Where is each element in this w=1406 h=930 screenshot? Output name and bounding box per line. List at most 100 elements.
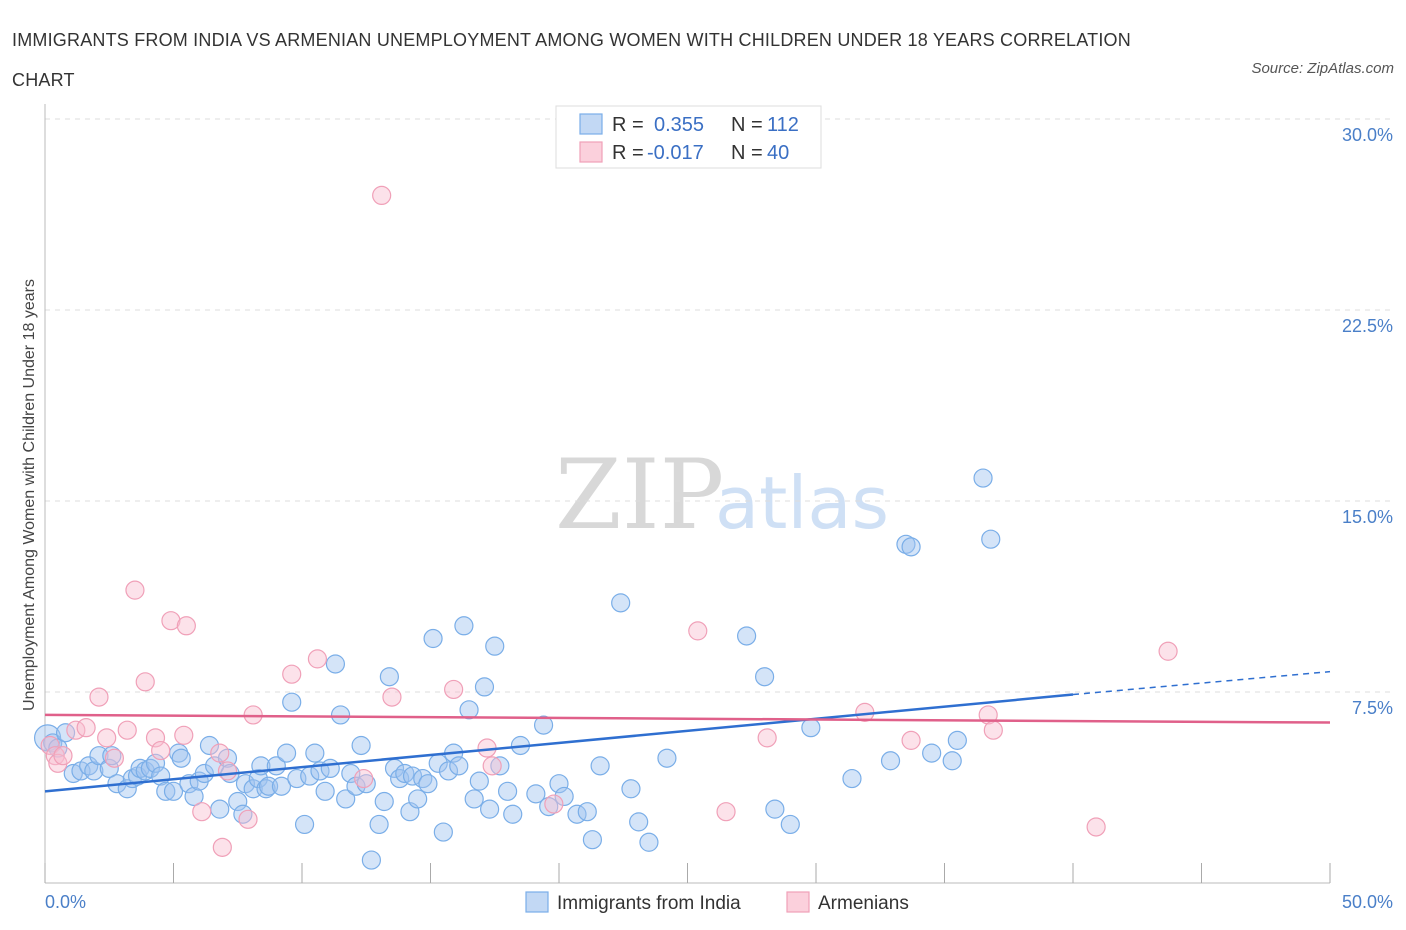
legend-bottom-swatch-pink — [786, 891, 810, 913]
data-point-india — [84, 761, 104, 781]
data-point-india — [922, 743, 942, 763]
x-tick-labels: 0.0% 50.0% — [45, 892, 1393, 912]
data-point-india — [942, 751, 962, 771]
data-point-armenian — [135, 672, 155, 692]
data-point-armenian — [117, 720, 137, 740]
data-point-india — [184, 786, 204, 807]
data-point-india — [737, 626, 757, 646]
data-point-india — [533, 715, 554, 735]
data-point-armenian — [901, 730, 921, 750]
data-point-armenian — [76, 718, 96, 738]
data-point-india — [657, 748, 677, 768]
legend-r-label-pink: R = — [612, 142, 644, 164]
data-point-india — [498, 781, 518, 801]
legend-bottom-swatch-blue — [525, 891, 549, 913]
trend-lines — [44, 670, 1331, 793]
data-point-armenian — [217, 761, 238, 781]
data-point-india — [199, 735, 220, 756]
data-point-india — [102, 746, 122, 766]
data-point-india — [947, 730, 967, 750]
data-point-india — [395, 763, 415, 784]
data-point-india — [233, 804, 253, 824]
y-tick-labels: 7.5% 15.0% 22.5% 30.0% — [1342, 125, 1393, 718]
data-point-armenian — [1158, 641, 1178, 661]
x-tick-label: 50.0% — [1342, 892, 1393, 912]
data-point-india — [896, 534, 916, 554]
legend-swatch-blue — [579, 113, 603, 135]
data-point-india — [336, 789, 356, 809]
legend-n-label-blue: N = — [731, 114, 763, 136]
legend-series: Immigrants from India Armenians — [525, 891, 909, 914]
data-point-india — [294, 814, 315, 835]
data-point-india — [341, 763, 361, 784]
data-point-india — [418, 774, 438, 794]
data-point-india — [611, 593, 631, 613]
series-armenians — [40, 185, 1178, 857]
data-point-india — [156, 781, 176, 801]
data-point-india — [554, 786, 574, 807]
chart-title: IMMIGRANTS FROM INDIA VS ARMENIAN UNEMPL… — [12, 30, 1131, 90]
data-point-armenian — [688, 621, 708, 641]
data-point-armenian — [45, 746, 65, 766]
data-point-india — [490, 756, 510, 776]
trend-line-armenians — [44, 713, 1331, 724]
data-point-armenian — [174, 725, 194, 745]
data-point-india — [480, 799, 500, 819]
legend-n-value-blue: 112 — [767, 114, 799, 136]
data-point-armenian — [307, 649, 328, 669]
data-point-india — [474, 677, 495, 697]
data-point-armenian — [104, 748, 124, 768]
data-point-india — [228, 791, 248, 812]
data-point-armenian — [983, 720, 1003, 740]
data-point-india — [754, 667, 775, 687]
data-point-india — [582, 830, 603, 850]
legend-r-label-blue: R = — [612, 114, 644, 136]
data-point-india — [351, 735, 371, 756]
data-point-india — [973, 468, 993, 488]
data-point-india — [171, 748, 191, 768]
trend-line-india — [44, 693, 1074, 793]
data-point-india — [454, 616, 474, 636]
data-point-armenian — [145, 728, 166, 748]
data-point-india — [901, 537, 921, 557]
data-point-india — [210, 799, 230, 819]
legend-swatch-pink — [579, 141, 603, 163]
data-point-india — [433, 822, 453, 842]
data-point-india — [315, 781, 335, 801]
data-point-india — [271, 776, 292, 796]
data-point-india — [374, 791, 394, 812]
data-point-india — [256, 779, 276, 799]
data-point-india — [413, 768, 433, 789]
data-point-india — [842, 768, 862, 789]
data-point-india — [459, 700, 479, 720]
data-point-armenian — [53, 746, 73, 766]
data-point-armenian — [382, 687, 402, 707]
data-point-armenian — [192, 802, 212, 822]
data-point-india — [639, 832, 659, 852]
legend-n-value-pink: 40 — [767, 142, 789, 164]
data-point-india — [503, 804, 523, 824]
data-point-india — [325, 654, 346, 674]
data-point-armenian — [482, 756, 502, 776]
legend-bottom-label-pink: Armenians — [818, 893, 909, 914]
data-point-india — [135, 761, 155, 781]
legend-n-label-pink: N = — [731, 142, 763, 164]
y-tick-label: 15.0% — [1342, 507, 1393, 527]
data-point-armenian — [757, 728, 777, 748]
data-point-india — [765, 799, 785, 819]
data-point-armenian — [716, 802, 736, 822]
data-point-india — [629, 812, 649, 832]
data-point-india — [145, 753, 166, 773]
data-point-india — [140, 758, 160, 779]
data-point-armenian — [354, 768, 374, 789]
data-point-armenian — [176, 616, 196, 636]
data-point-armenian — [97, 728, 117, 748]
data-point-armenian — [238, 809, 258, 829]
data-point-armenian — [212, 837, 232, 857]
y-tick-label: 30.0% — [1342, 125, 1393, 145]
legend-bottom-label-blue: Immigrants from India — [557, 893, 741, 914]
data-point-armenian — [161, 611, 181, 631]
data-point-india — [590, 756, 610, 776]
data-point-india — [276, 743, 297, 763]
